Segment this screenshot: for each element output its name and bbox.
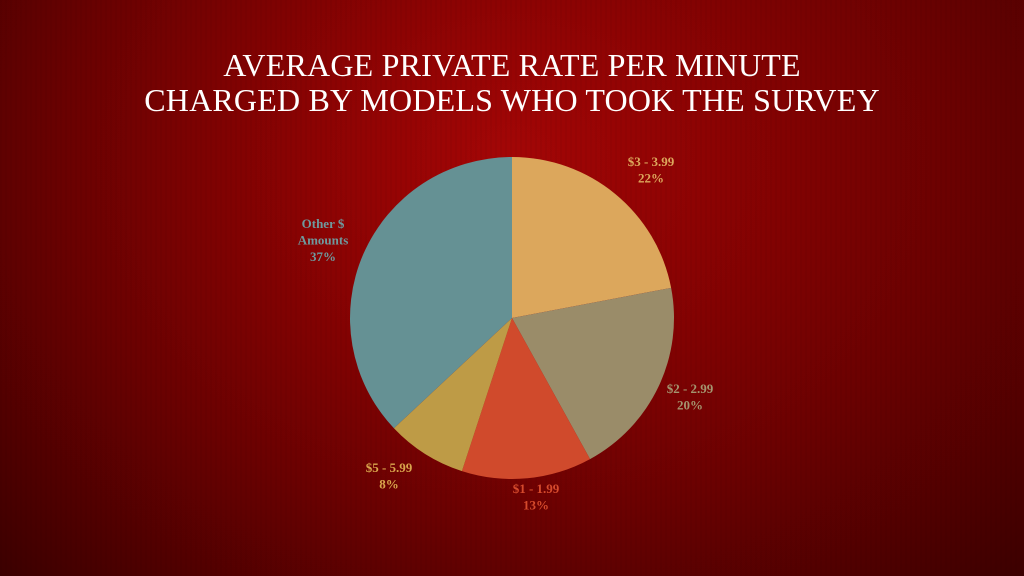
slice-category: $3 - 3.99: [628, 154, 675, 169]
pie-slice-5: [350, 157, 512, 429]
slice-category: Other $: [302, 216, 345, 231]
slice-percent: 37%: [310, 249, 336, 264]
slice-label-3: $1 - 1.99 13%: [513, 481, 560, 513]
slice-label-5: Other $ Amounts 37%: [298, 216, 349, 264]
chart-title: AVERAGE PRIVATE RATE PER MINUTE CHARGED …: [0, 48, 1024, 118]
slice-category: $2 - 2.99: [667, 381, 714, 396]
pie-labels: $3 - 3.99 22% $2 - 2.99 20% $1 - 1.99 13% $5 -…: [298, 154, 714, 513]
pie-slices: [350, 157, 675, 480]
slice-label-4: $5 - 5.99 8%: [366, 460, 413, 492]
slice-percent: 22%: [638, 171, 664, 186]
chart-title-line-2: CHARGED BY MODELS WHO TOOK THE SURVEY: [144, 82, 880, 118]
slice-percent: 8%: [379, 477, 399, 492]
chart-title-line-1: AVERAGE PRIVATE RATE PER MINUTE: [223, 47, 801, 83]
pie-slice-3: [461, 318, 591, 480]
slice-label-2: $2 - 2.99 20%: [667, 381, 714, 413]
slice-category: Amounts: [298, 233, 349, 248]
pie-slice-2: [512, 287, 675, 460]
slice-category: $5 - 5.99: [366, 460, 413, 475]
slice-label-1: $3 - 3.99 22%: [628, 154, 675, 186]
slice-category: $1 - 1.99: [513, 481, 560, 496]
slice-percent: 20%: [677, 398, 703, 413]
pie-slice-1: [512, 157, 672, 318]
pie-slice-4: [393, 318, 512, 472]
slice-percent: 13%: [523, 498, 549, 513]
